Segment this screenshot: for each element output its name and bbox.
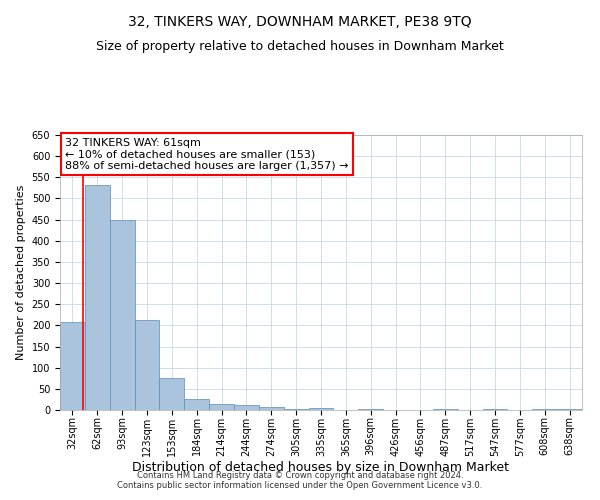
Bar [85,184,110,410]
Bar [134,320,160,410]
Text: 32 TINKERS WAY: 61sqm
← 10% of detached houses are smaller (153)
88% of semi-det: 32 TINKERS WAY: 61sqm ← 10% of detached … [65,138,349,171]
Bar [160,378,184,410]
Text: 32, TINKERS WAY, DOWNHAM MARKET, PE38 9TQ: 32, TINKERS WAY, DOWNHAM MARKET, PE38 9T… [128,15,472,29]
Bar [557,408,582,410]
Y-axis label: Number of detached properties: Number of detached properties [16,185,26,360]
Bar [308,408,334,410]
X-axis label: Distribution of detached houses by size in Downham Market: Distribution of detached houses by size … [133,462,509,474]
Bar [284,409,308,410]
Bar [110,220,134,410]
Bar [358,408,383,410]
Bar [482,408,508,410]
Bar [532,409,557,410]
Bar [234,405,259,410]
Bar [209,404,234,410]
Bar [60,322,85,410]
Bar [259,406,284,410]
Text: Size of property relative to detached houses in Downham Market: Size of property relative to detached ho… [96,40,504,53]
Text: Contains HM Land Registry data © Crown copyright and database right 2024.
Contai: Contains HM Land Registry data © Crown c… [118,470,482,490]
Bar [433,409,458,410]
Bar [184,400,209,410]
